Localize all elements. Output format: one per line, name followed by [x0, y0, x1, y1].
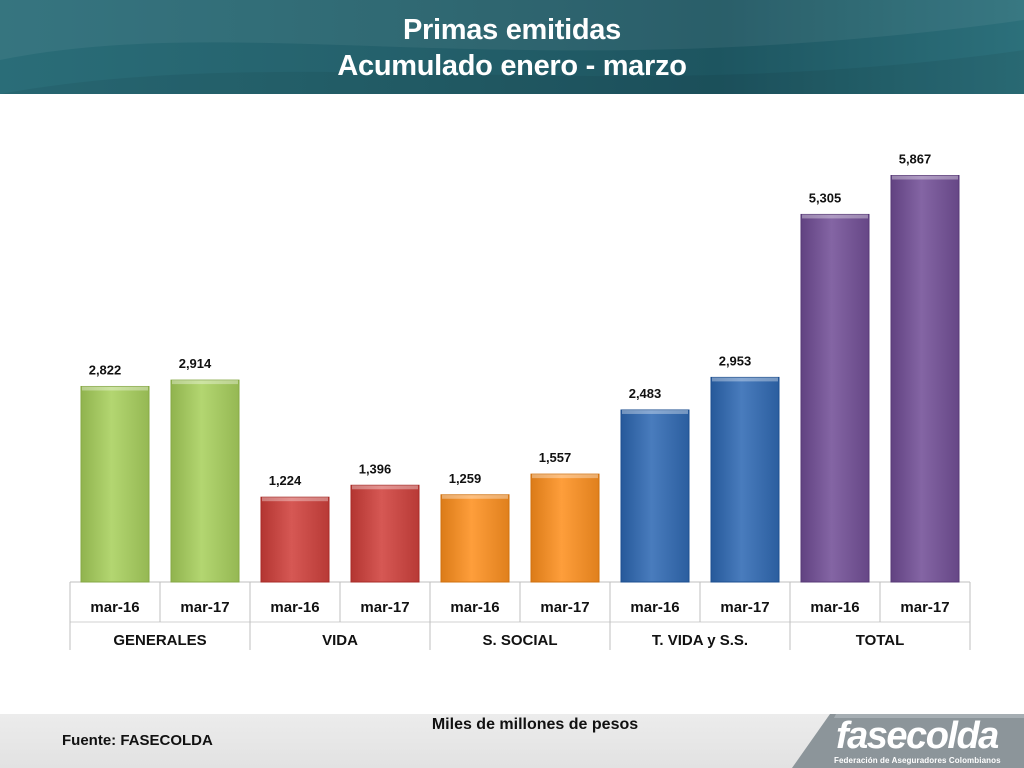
logo-subtitle: Federación de Aseguradores Colombianos [834, 756, 1001, 765]
bar-chart: 2,822 2,914 1,224 1,396 1,259 1,557 2,483 2,953… [69, 152, 971, 650]
data-label: 1,557 [539, 450, 572, 465]
bar-s-social-mar-16 [440, 494, 510, 583]
page-title: Primas emitidas Acumulado enero - marzo [0, 12, 1024, 84]
bar-generales-mar-17 [170, 379, 240, 583]
group-label: VIDA [322, 632, 358, 649]
bar-vida-mar-17 [350, 484, 420, 583]
bar-highlight [802, 214, 868, 219]
bar-highlight [352, 485, 418, 490]
logo-wordmark: fasecolda [836, 715, 999, 757]
bar-t-vida-y-s-s--mar-17 [710, 376, 780, 583]
group-label: S. SOCIAL [482, 632, 557, 649]
fasecolda-logo-background [792, 714, 1024, 768]
bar-highlight [622, 409, 688, 414]
data-label: 1,396 [359, 461, 392, 476]
bar-highlight [262, 497, 328, 502]
tick-label: mar-17 [720, 599, 769, 616]
data-label: 2,953 [719, 353, 752, 368]
bar-generales-mar-16 [80, 385, 150, 583]
bar-t-vida-y-s-s--mar-16 [620, 409, 690, 583]
data-label: 2,483 [629, 386, 662, 401]
source-label: Fuente: FASECOLDA [62, 732, 213, 749]
tick-label: mar-17 [360, 599, 409, 616]
bar-total-mar-16 [800, 213, 870, 583]
group-label: GENERALES [113, 632, 206, 649]
bar-highlight [172, 380, 238, 385]
bar-highlight [442, 494, 508, 499]
tick-label: mar-17 [900, 599, 949, 616]
data-label: 5,867 [899, 152, 932, 167]
tick-label: mar-17 [540, 599, 589, 616]
tick-label: mar-16 [90, 599, 139, 616]
data-label: 5,305 [809, 190, 842, 205]
unit-label: Miles de millones de pesos [431, 716, 639, 733]
data-label: 2,822 [89, 362, 122, 377]
header-banner: Primas emitidas Acumulado enero - marzo [0, 0, 1024, 94]
tick-label: mar-16 [810, 599, 859, 616]
data-label: 1,224 [269, 473, 302, 488]
bar-highlight [82, 386, 148, 391]
data-label: 1,259 [449, 471, 482, 486]
title-line-2: Acumulado enero - marzo [337, 50, 687, 82]
bar-highlight [532, 474, 598, 479]
data-labels: 2,822 2,914 1,224 1,396 1,259 1,557 2,483 2,953… [89, 152, 932, 489]
tick-label: mar-16 [630, 599, 679, 616]
bar-s-social-mar-17 [530, 473, 600, 583]
tick-label: mar-17 [180, 599, 229, 616]
title-line-1: Primas emitidas [403, 14, 621, 46]
header-wave-decoration [0, 0, 1024, 94]
tick-label: mar-16 [450, 599, 499, 616]
bar-total-mar-17 [890, 175, 960, 583]
data-label: 2,914 [179, 356, 212, 371]
bar-highlight [712, 377, 778, 382]
group-label: TOTAL [856, 632, 905, 649]
bar-series [80, 175, 960, 583]
bar-highlight [892, 175, 958, 180]
bar-vida-mar-16 [260, 496, 330, 583]
tick-label: mar-16 [270, 599, 319, 616]
group-label: T. VIDA y S.S. [652, 632, 748, 649]
